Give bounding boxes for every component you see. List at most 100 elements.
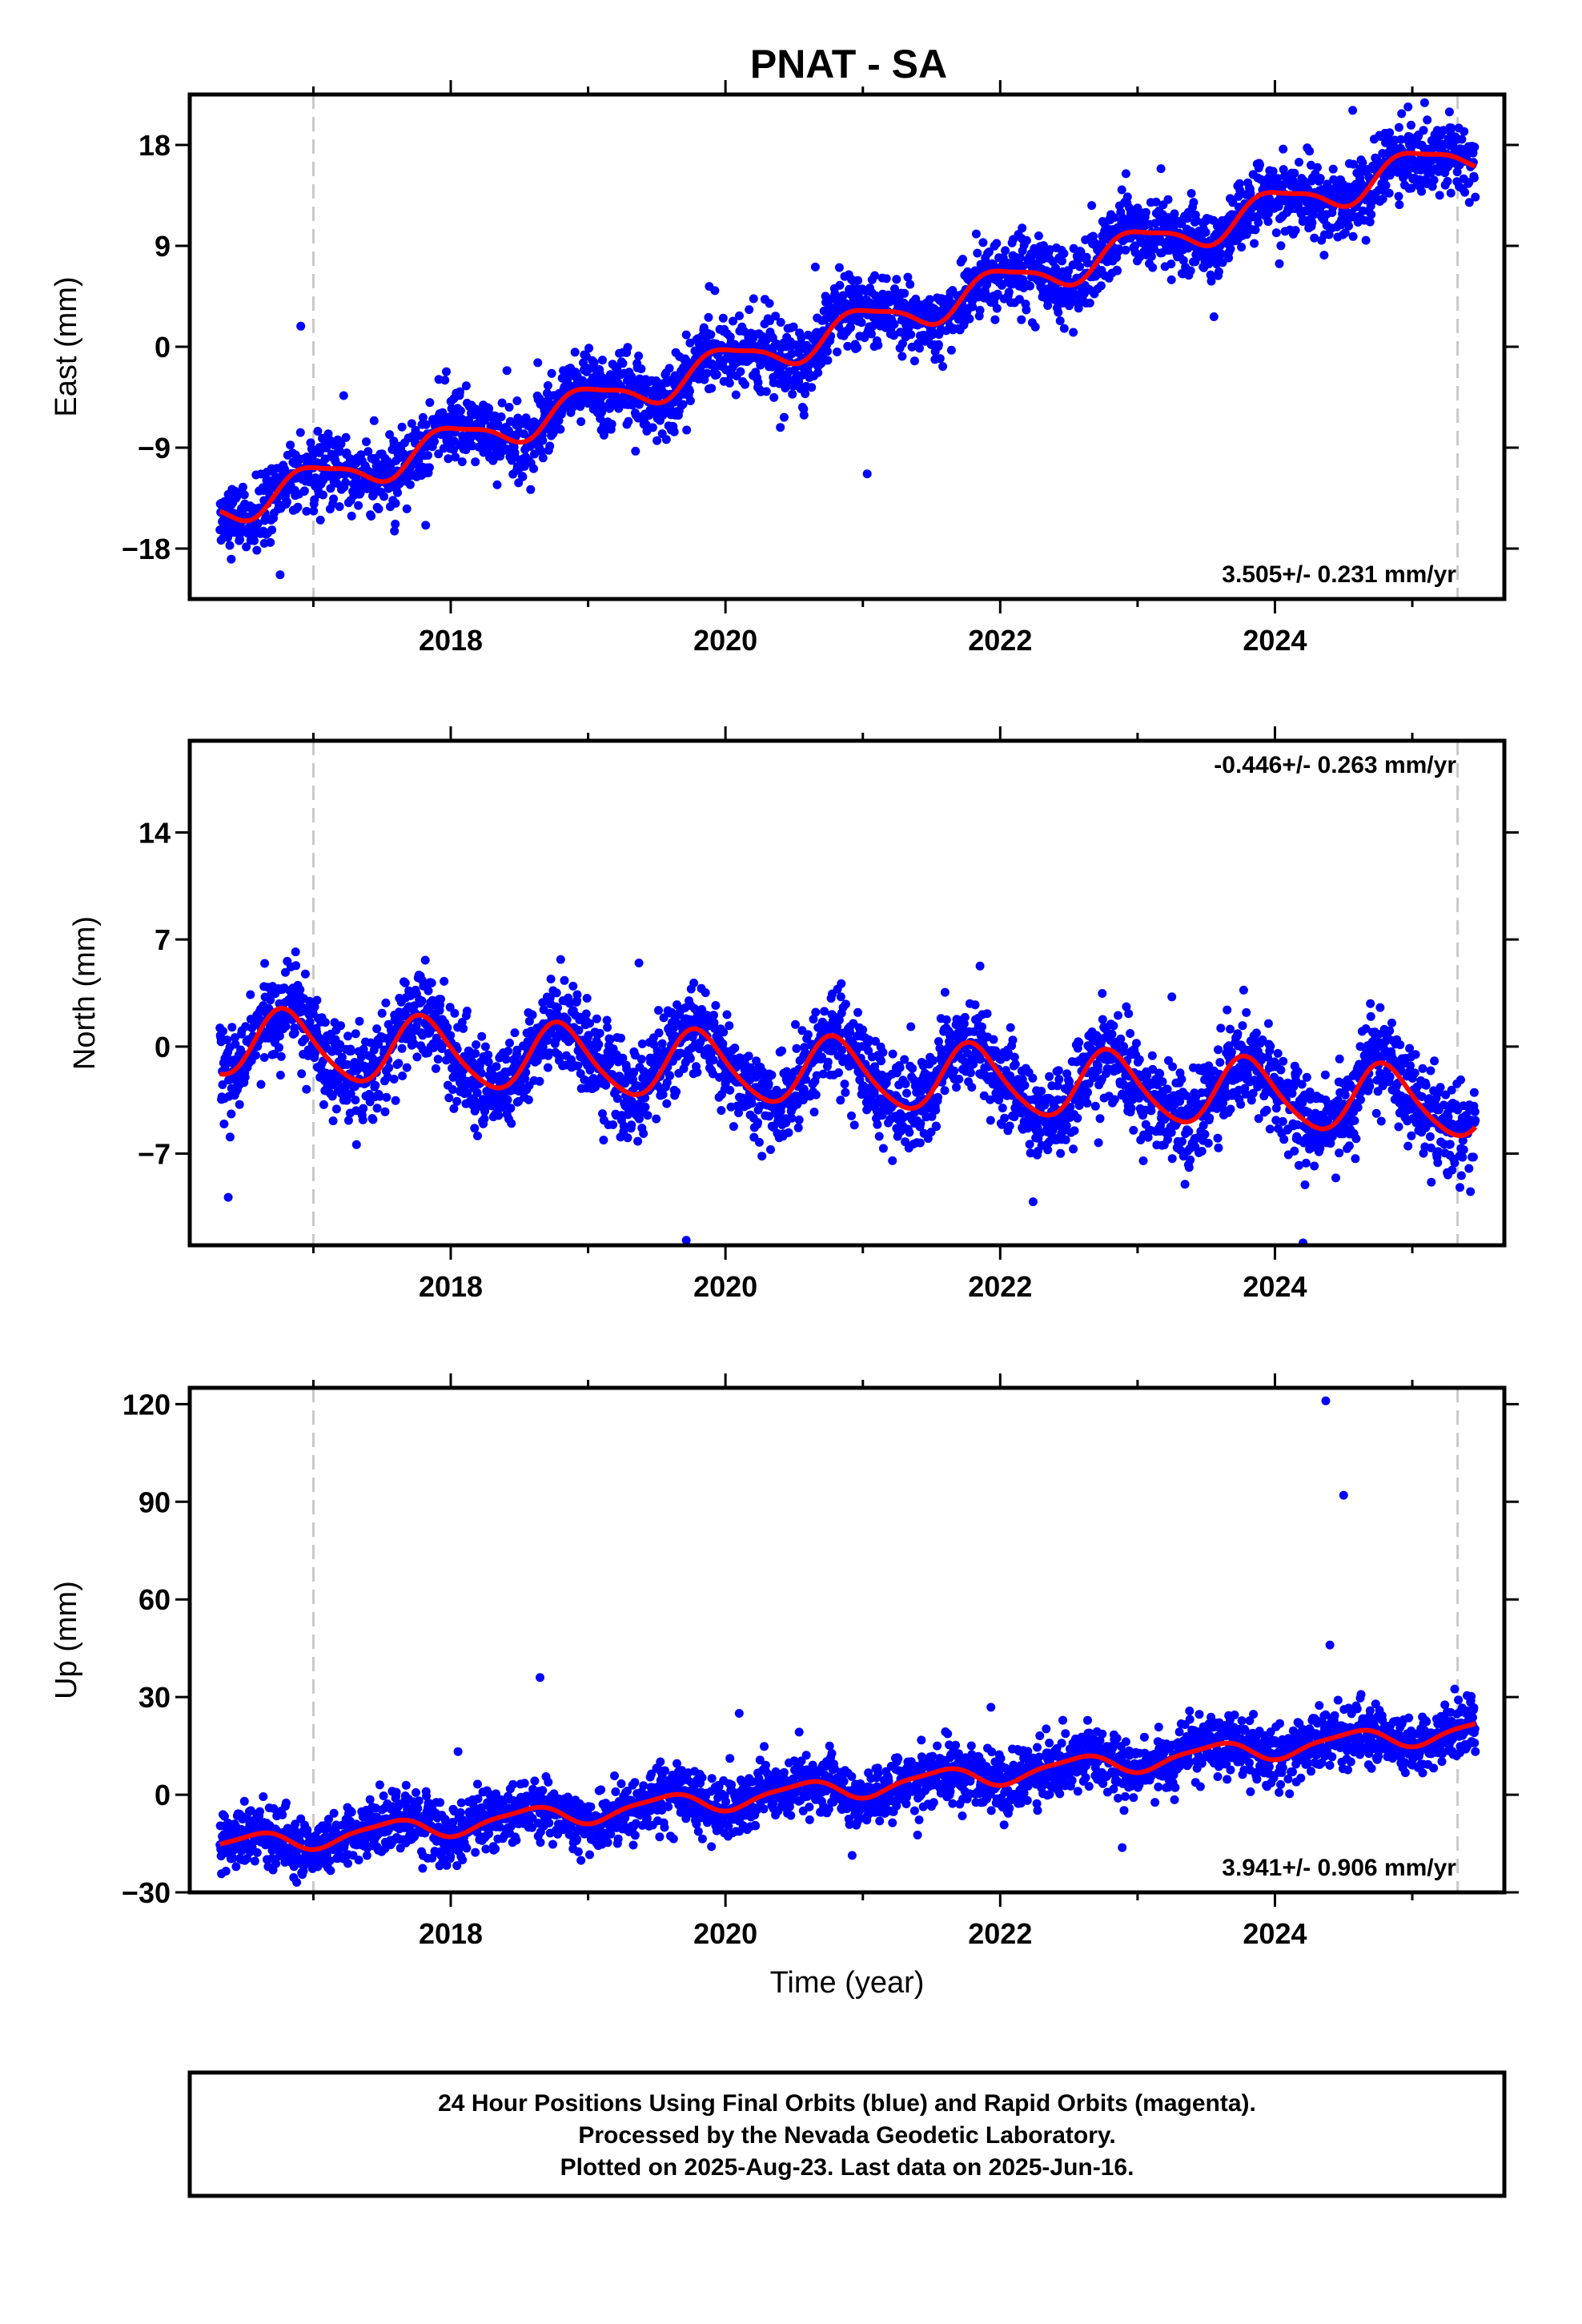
data-point [1271, 228, 1281, 238]
data-point [901, 1137, 910, 1147]
data-point [227, 1109, 236, 1119]
data-point [794, 1115, 804, 1124]
data-point [718, 313, 728, 323]
data-point [480, 1114, 489, 1124]
data-point [934, 1092, 942, 1102]
data-point [1313, 163, 1322, 172]
data-point [355, 1016, 364, 1026]
data-point [659, 1013, 669, 1023]
data-point [635, 1114, 644, 1124]
data-point [1469, 173, 1479, 183]
data-point [1226, 244, 1235, 254]
data-point [628, 1075, 637, 1084]
data-point [915, 344, 924, 353]
data-point [266, 537, 275, 547]
data-point [444, 1093, 454, 1103]
data-point [300, 1035, 310, 1043]
data-point [1001, 246, 1010, 255]
data-point [442, 367, 451, 376]
data-point [1043, 301, 1053, 310]
data-point [1407, 120, 1415, 130]
data-point [801, 389, 810, 399]
data-point [529, 464, 538, 473]
data-point [1025, 1140, 1034, 1149]
data-point [950, 1066, 959, 1076]
data-point [327, 1092, 337, 1101]
data-point [1444, 107, 1454, 117]
data-point [1020, 1080, 1030, 1090]
data-point [1008, 1035, 1018, 1045]
data-point [266, 995, 275, 1005]
data-point [1109, 213, 1118, 223]
data-point [242, 542, 251, 552]
data-point [1163, 195, 1173, 204]
data-point [1209, 312, 1219, 321]
data-point [362, 437, 371, 447]
data-point [1030, 322, 1040, 332]
data-point [503, 1095, 512, 1104]
data-point [412, 1052, 422, 1062]
data-point [374, 1039, 383, 1049]
data-point [238, 482, 247, 492]
data-point [297, 1069, 307, 1079]
data-point [636, 364, 646, 374]
data-point [975, 961, 985, 971]
data-point [377, 1008, 387, 1018]
data-point [1000, 1113, 1010, 1123]
data-point [1303, 184, 1313, 194]
data-point [1037, 1087, 1046, 1096]
plot-area [215, 94, 1480, 599]
data-point [1457, 135, 1467, 144]
data-point [717, 1106, 726, 1116]
data-point [640, 1102, 650, 1112]
data-point [462, 1007, 472, 1015]
data-point [312, 995, 322, 1005]
data-point [672, 1087, 681, 1096]
data-point [952, 1083, 961, 1092]
data-point [582, 994, 592, 1003]
data-point [853, 343, 861, 352]
data-point [291, 961, 301, 971]
data-point [592, 1014, 601, 1023]
data-point [984, 247, 994, 257]
data-point [1178, 255, 1188, 265]
data-point [837, 1045, 847, 1055]
data-point [394, 1059, 404, 1068]
data-point [908, 1063, 917, 1073]
data-point [1294, 200, 1303, 210]
data-point [1407, 183, 1416, 193]
data-point [681, 1236, 691, 1245]
data-point [543, 1035, 552, 1045]
data-point [631, 446, 640, 456]
figure-title: PNAT - SA [750, 42, 947, 86]
data-point [809, 1108, 819, 1117]
data-point [954, 1075, 964, 1084]
data-point [343, 1059, 351, 1069]
data-point [1004, 287, 1014, 297]
data-point [251, 1051, 260, 1060]
data-point [602, 1015, 612, 1025]
plot-area [215, 741, 1480, 1245]
data-point [1340, 228, 1350, 238]
data-point [328, 1116, 338, 1126]
data-point [470, 1124, 480, 1133]
data-point [402, 504, 412, 513]
data-point [1275, 259, 1284, 268]
data-point [652, 436, 662, 445]
data-point [1006, 1075, 1016, 1084]
data-point [281, 967, 290, 977]
data-point [484, 1057, 493, 1067]
data-point [431, 1063, 440, 1073]
data-point [424, 463, 434, 472]
data-point [627, 1120, 636, 1130]
data-point [1022, 305, 1031, 315]
data-point [299, 486, 309, 496]
data-point [1074, 1038, 1084, 1047]
data-point [235, 1100, 244, 1109]
data-point [857, 318, 866, 328]
data-point [393, 488, 402, 497]
data-point [351, 1029, 360, 1039]
data-point [771, 312, 781, 321]
data-point [928, 1055, 938, 1065]
data-point [552, 988, 561, 998]
